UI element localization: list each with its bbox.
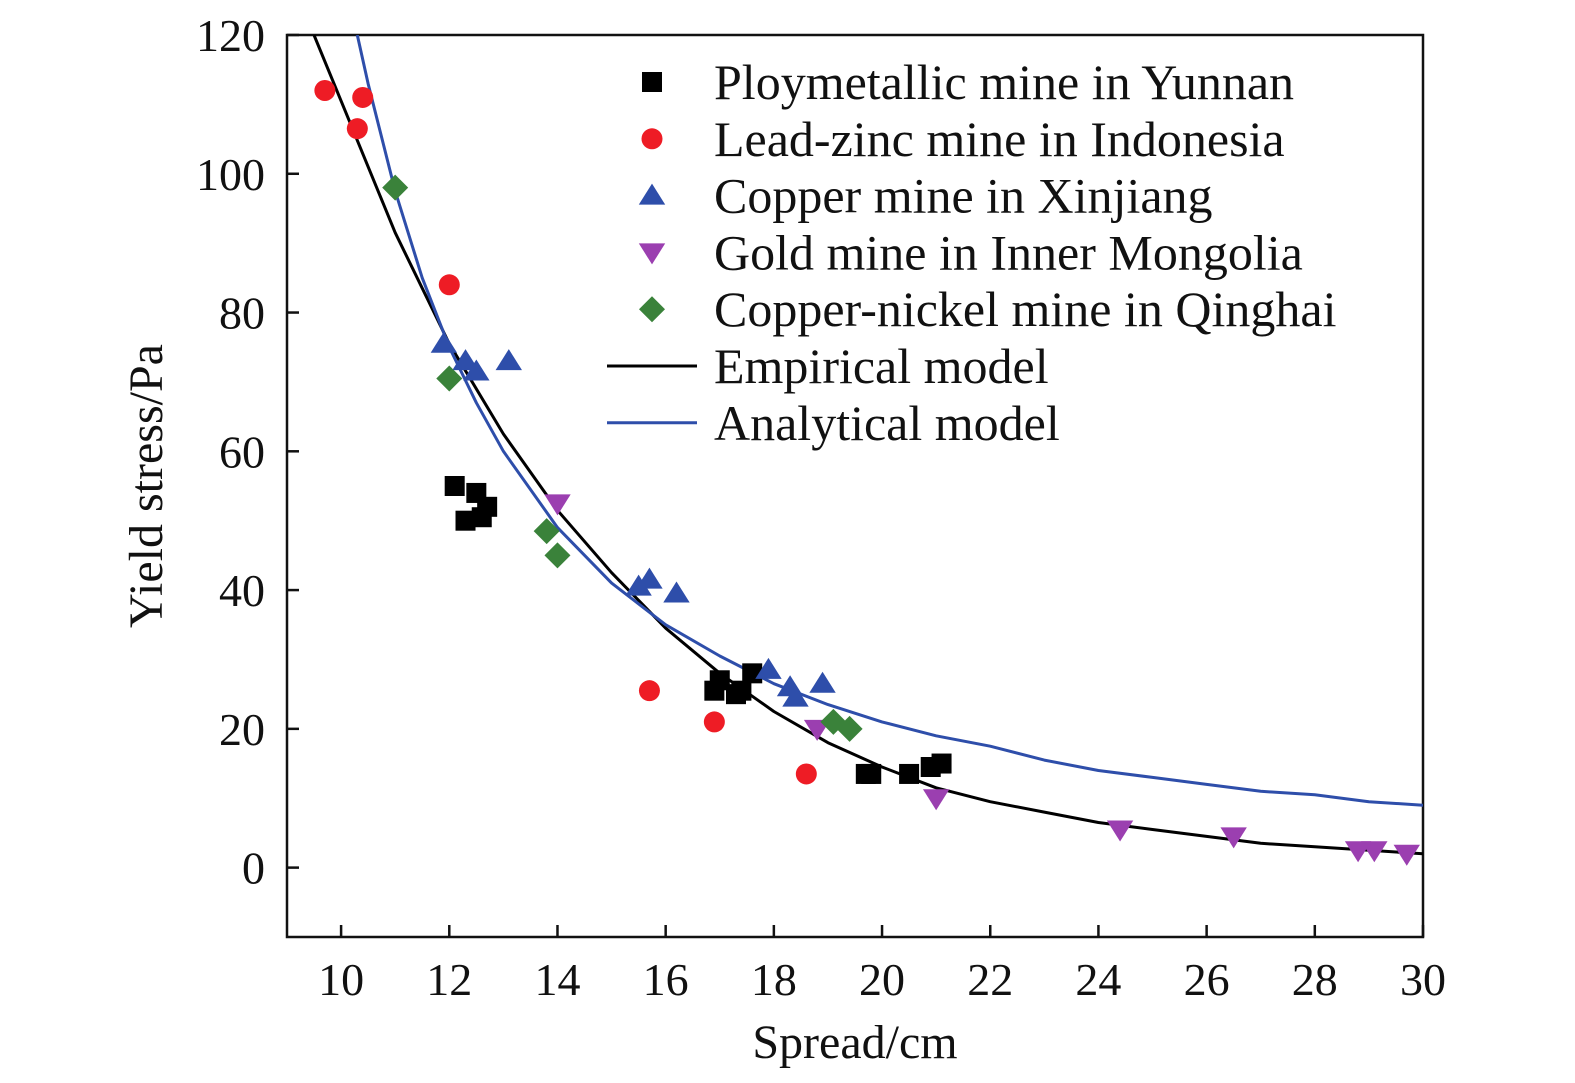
y-tick-label: 40 [219, 565, 265, 616]
copper-nickel-mine-in-qinghai-point [533, 518, 560, 545]
legend-label-ploymetallic-mine-in-yunnan: Ploymetallic mine in Yunnan [714, 54, 1294, 110]
lead-zinc-mine-in-indonesia-point [438, 274, 460, 296]
x-tick-label: 16 [643, 954, 689, 1005]
copper-mine-in-xinjiang-point [663, 581, 690, 603]
gold-mine-in-inner-mongolia-point [1393, 844, 1420, 866]
x-tick-label: 10 [318, 954, 364, 1005]
x-tick-label: 14 [534, 954, 580, 1005]
ploymetallic-mine-in-yunnan-point [931, 753, 952, 774]
axis-ticks: 10 12 14 16 18 20 22 24 26 28 30 0 20 40 60 80 100 120 [196, 10, 1446, 1005]
gold-mine-in-inner-mongolia-point [1220, 827, 1247, 849]
gold-mine-in-inner-mongolia-point [922, 789, 950, 811]
lead-zinc-mine-in-indonesia-point [346, 118, 368, 140]
ploymetallic-mine-in-yunnan-point [899, 763, 920, 784]
ploymetallic-mine-in-yunnan-point [731, 680, 752, 701]
copper-nickel-mine-in-qinghai-point [382, 174, 409, 201]
legend-swatch-lead-zinc-mine-in-indonesia [641, 128, 663, 150]
x-tick-label: 22 [967, 954, 1013, 1005]
legend-label-copper-mine-in-xinjiang: Copper mine in Xinjiang [714, 168, 1213, 224]
lead-zinc-mine-in-indonesia-point [638, 680, 660, 702]
ploymetallic-mine-in-yunnan-point [444, 476, 465, 496]
x-tick-label: 30 [1400, 954, 1446, 1005]
copper-nickel-mine-in-qinghai-point [544, 542, 571, 569]
x-tick-label: 18 [751, 954, 797, 1005]
copper-mine-in-xinjiang-point [463, 359, 490, 381]
x-tick-label: 12 [426, 954, 472, 1005]
gold-mine-in-inner-mongolia-point [1361, 841, 1388, 863]
lead-zinc-mine-in-indonesia-point [314, 80, 336, 102]
copper-mine-in-xinjiang-point [452, 349, 479, 371]
x-tick-label: 26 [1184, 954, 1230, 1005]
plot-frame [285, 33, 1425, 939]
y-tick-label: 80 [219, 288, 265, 339]
legend-swatch-copper-nickel-mine-in-qinghai [639, 296, 665, 323]
copper-mine-in-xinjiang-point [430, 331, 458, 353]
ploymetallic-mine-in-yunnan-point [455, 510, 476, 531]
y-tick-label: 100 [196, 149, 265, 200]
y-tick-label: 0 [242, 843, 265, 894]
legend-label-lead-zinc-mine-in-indonesia: Lead-zinc mine in Indonesia [714, 111, 1285, 167]
legend-label-empirical-model: Empirical model [714, 338, 1049, 394]
copper-mine-in-xinjiang-point [495, 349, 522, 371]
data-points [314, 80, 1420, 866]
ploymetallic-mine-in-yunnan-point [861, 763, 882, 784]
ploymetallic-mine-in-yunnan-point [709, 670, 730, 691]
ploymetallic-mine-in-yunnan-point [477, 496, 498, 517]
copper-mine-in-xinjiang-point [809, 671, 836, 693]
legend-label-gold-mine-in-inner-mongolia: Gold mine in Inner Mongolia [714, 224, 1303, 280]
legend-swatch-copper-mine-in-xinjiang [638, 183, 666, 205]
gold-mine-in-inner-mongolia-point [544, 494, 571, 516]
lead-zinc-mine-in-indonesia-point [703, 711, 725, 733]
y-tick-label: 20 [219, 704, 265, 755]
copper-nickel-mine-in-qinghai-point [436, 365, 463, 392]
y-axis-title: Yield stress/Pa [120, 344, 173, 628]
legend-label-analytical-model: Analytical model [714, 395, 1060, 451]
y-tick-label: 120 [196, 10, 265, 61]
legend-swatch-gold-mine-in-inner-mongolia [638, 243, 666, 265]
y-tick-label: 60 [219, 426, 265, 477]
x-tick-label: 28 [1292, 954, 1338, 1005]
legend-swatch-ploymetallic-mine-in-yunnan [642, 72, 662, 92]
legend-label-copper-nickel-mine-in-qinghai: Copper-nickel mine in Qinghai [714, 281, 1336, 337]
x-tick-label: 20 [859, 954, 905, 1005]
copper-mine-in-xinjiang-point [782, 685, 809, 707]
x-tick-label: 24 [1075, 954, 1121, 1005]
copper-mine-in-xinjiang-point [755, 657, 782, 679]
gold-mine-in-inner-mongolia-point [1106, 820, 1134, 842]
lead-zinc-mine-in-indonesia-point [795, 763, 817, 785]
copper-mine-in-xinjiang-point [636, 567, 663, 589]
lead-zinc-mine-in-indonesia-point [352, 86, 374, 108]
copper-nickel-mine-in-qinghai-point [836, 715, 863, 742]
x-axis-title: Spread/cm [752, 1016, 957, 1069]
